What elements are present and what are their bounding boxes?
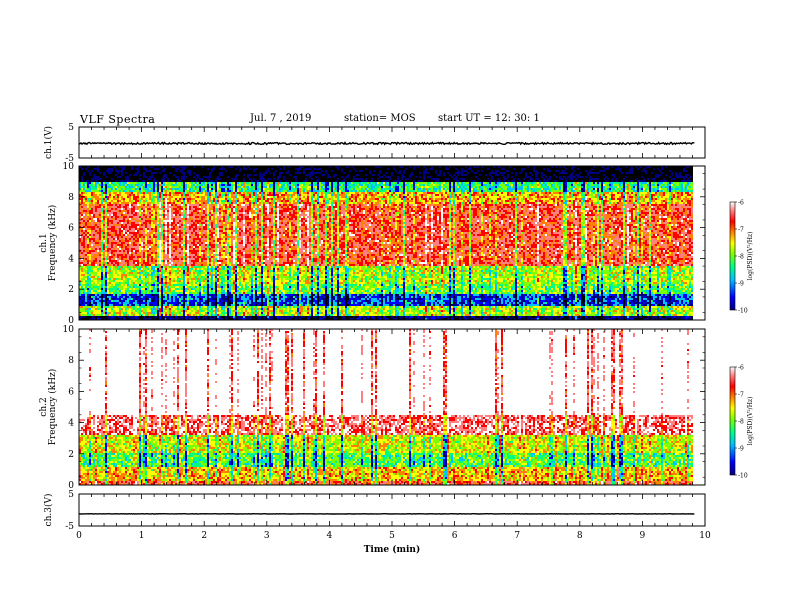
ch2-spectrogram-colorbar-tick: -9 (738, 446, 744, 453)
ch3-waveform-xtick-label: 7 (514, 531, 520, 541)
ch2-spectrogram-colorbar-label: log(PSD)(V²/Hz) (747, 397, 754, 446)
ch1-spectrogram-ytick-label: 8 (68, 193, 74, 203)
ch1-spectrogram-x-ticks (78, 166, 706, 320)
ch1-spectrogram-colorbar-tick: -10 (738, 308, 748, 315)
ch2-spectrogram-ylabel: Frequency (kHz) (47, 369, 58, 446)
ch3-waveform-xtick-label: 9 (640, 531, 646, 541)
ch2-spectrogram-colorbar-tick: -7 (738, 392, 744, 399)
ch1-spectrogram-colorbar-tick: -9 (738, 281, 744, 288)
ch2-spectrogram-ytick-label: 2 (68, 450, 74, 460)
ch3-waveform-xtick-label: 4 (327, 531, 333, 541)
ch2-spectrogram-ytick-label: 10 (63, 325, 75, 335)
start-ut-label: start UT = 12: 30: 1 (438, 113, 540, 124)
ch1-spectrogram-channel-label: ch.1 (39, 233, 49, 252)
ch2-spectrogram-colorbar-tick: -10 (738, 473, 748, 480)
ch3-waveform-xtick-label: 6 (452, 531, 458, 541)
station-label: station= MOS (344, 113, 416, 124)
ch1-spectrogram-cells (79, 166, 693, 320)
ch3-waveform-ytick-label: -5 (65, 522, 74, 532)
ch1-spectrogram-colorbar-tick: -8 (738, 254, 744, 261)
ch3-waveform-xtick-label: 2 (201, 531, 207, 541)
ch1-waveform-ytick-label: 5 (68, 123, 74, 133)
ch2-spectrogram-ytick-label: 6 (68, 387, 74, 397)
ch3-waveform-xtick-label: 5 (389, 531, 395, 541)
ch3-waveform-xtick-label: 3 (264, 531, 270, 541)
ch2-spectrogram-x-ticks (78, 329, 706, 485)
ch2-spectrogram-ytick-label: 8 (68, 356, 74, 366)
figure-title: VLF Spectra (80, 113, 155, 126)
ch1-waveform-ylabel: ch.1(V) (43, 126, 54, 159)
ch1-spectrogram-colorbar-tick: -6 (738, 200, 744, 207)
ch2-spectrogram-ytick-label: 4 (68, 419, 74, 429)
ch2-spectrogram-colorbar-tick: -6 (738, 365, 744, 372)
ch1-waveform-x-ticks (78, 127, 706, 158)
ch3-waveform-xtick-label: 10 (699, 531, 711, 541)
ch1-waveform-y-ticks: 5 -5 (65, 123, 705, 164)
ch1-spectrogram-ytick-label: 2 (68, 285, 74, 295)
ch1-waveform-ytick-label: -5 (65, 154, 74, 164)
ch1-spectrogram-colorbar-label: log(PSD)(V²/Hz) (747, 232, 754, 281)
ch1-waveform-line (78, 141, 695, 146)
ch3-waveform-xlabel: Time (min) (364, 544, 421, 555)
ch2-spectrogram-ytick-label: 0 (68, 481, 74, 491)
ch2-spectrogram-y-ticks: 0 2 4 6 8 10 (63, 325, 705, 491)
ch3-waveform-y-ticks: 5 -5 (65, 490, 705, 532)
ch1-spectrogram-colorbar-tick: -7 (738, 227, 744, 234)
ch1-spectrogram-ytick-label: 0 (68, 316, 74, 326)
ch1-waveform-trace (78, 141, 695, 146)
ch1-spectrogram-y-ticks: 0 2 4 6 8 10 (63, 162, 705, 326)
ch2-spectrogram-channel-label: ch.2 (39, 397, 49, 416)
ch3-waveform-xtick-label: 0 (76, 531, 82, 541)
ch1-spectrogram-ytick-label: 6 (68, 224, 74, 234)
ch1-spectrogram-ytick-label: 10 (63, 162, 75, 172)
ch3-waveform-ytick-label: 5 (68, 490, 74, 500)
ch3-waveform-x-ticks: 0 1 2 3 4 5 6 7 8 9 10 (76, 494, 711, 541)
ch2-spectrogram-colorbar (729, 366, 736, 476)
ch1-spectrogram-colorbar (729, 201, 736, 311)
ch1-spectrogram-ytick-label: 4 (68, 254, 74, 264)
ch3-waveform-xtick-label: 1 (139, 531, 145, 541)
ch2-spectrogram-cells (79, 329, 693, 485)
ch3-waveform-xtick-label: 8 (577, 531, 583, 541)
ch1-spectrogram-ylabel: Frequency (kHz) (47, 205, 58, 282)
ch2-spectrogram-colorbar-tick: -8 (738, 419, 744, 426)
ch3-waveform-ylabel: ch.3(V) (43, 494, 54, 527)
recording-date: Jul. 7 , 2019 (250, 113, 311, 124)
